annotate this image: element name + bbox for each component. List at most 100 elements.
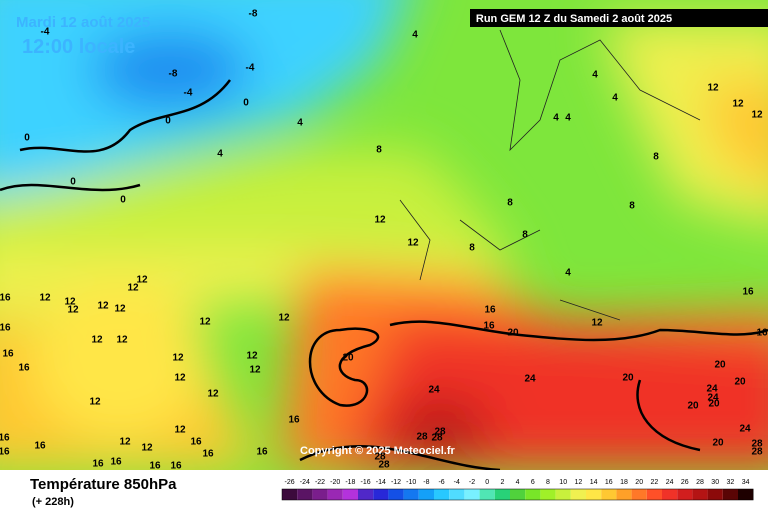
contour-label: -8 — [169, 69, 178, 80]
colorbar-swatch — [555, 489, 571, 500]
colorbar-label: -16 — [361, 479, 371, 486]
colorbar-label: 26 — [681, 479, 689, 486]
contour-label: 12 — [141, 443, 153, 454]
contour-label: 20 — [507, 328, 519, 339]
contour-label: 8 — [653, 152, 659, 163]
colorbar-label: -8 — [423, 479, 429, 486]
colorbar: -26 -24 -22 -20 -18 -16 -14 -12 -10 -8 -6 -4 -2 0 2 4 6 8… — [281, 479, 754, 501]
colorbar-swatch — [738, 489, 754, 500]
contour-label: 16 — [484, 305, 496, 316]
colorbar-swatch — [662, 489, 678, 500]
contour-label: 16 — [110, 457, 122, 468]
contour-label: 16 — [0, 433, 10, 444]
contour-label: 12 — [119, 437, 131, 448]
colorbar-label: 14 — [590, 479, 598, 486]
contour-label: 28 — [378, 460, 390, 471]
contour-label: 0 — [243, 98, 249, 109]
colorbar-swatch — [479, 489, 495, 500]
contour-label: 12 — [732, 99, 744, 110]
contour-label: 20 — [687, 401, 699, 412]
colorbar-swatch — [297, 489, 313, 500]
contour-label: 0 — [120, 195, 126, 206]
colorbar-swatch — [388, 489, 404, 500]
colorbar-label: -12 — [391, 479, 401, 486]
colorbar-label: -10 — [406, 479, 416, 486]
contour-label: 16 — [0, 323, 11, 334]
contour-label: 16 — [483, 321, 495, 332]
colorbar-frame — [281, 488, 754, 501]
colorbar-label: 20 — [635, 479, 643, 486]
contour-label: 12 — [707, 83, 719, 94]
colorbar-label: 32 — [727, 479, 735, 486]
contour-label: 12 — [116, 335, 128, 346]
contour-label: 24 — [707, 393, 719, 404]
date-text: Mardi 12 août 2025 — [16, 14, 150, 31]
contour-label: -8 — [249, 9, 258, 20]
colorbar-swatch — [707, 489, 723, 500]
colorbar-label: -26 — [285, 479, 295, 486]
contour-label: 16 — [190, 437, 202, 448]
contour-label: 4 — [612, 93, 618, 104]
colorbar-label: 6 — [531, 479, 535, 486]
colorbar-swatch — [692, 489, 708, 500]
colorbar-label: -4 — [454, 479, 460, 486]
contour-label: 12 — [39, 293, 51, 304]
colorbar-label: 10 — [559, 479, 567, 486]
contour-label: 0 — [70, 177, 76, 188]
colorbar-label: 22 — [651, 479, 659, 486]
colorbar-label: -18 — [345, 479, 355, 486]
contour-label: 4 — [565, 113, 571, 124]
contour-label: 12 — [199, 317, 211, 328]
footer-title: Température 850hPa — [30, 476, 177, 493]
colorbar-label: -6 — [438, 479, 444, 486]
contour-label: 8 — [376, 145, 382, 156]
run-banner — [470, 9, 768, 27]
contour-label: 12 — [246, 351, 258, 362]
contour-label: 24 — [739, 424, 751, 435]
contour-label: 12 — [91, 335, 103, 346]
colorbar-label: 2 — [500, 479, 504, 486]
contour-label: 12 — [207, 389, 219, 400]
contour-label: 16 — [2, 349, 14, 360]
colorbar-label: -24 — [300, 479, 310, 486]
contour-label: -4 — [184, 88, 193, 99]
contour-label: 28 — [374, 452, 386, 463]
colorbar-swatch — [464, 489, 480, 500]
colorbar-swatch — [342, 489, 358, 500]
contour-label: 4 — [217, 149, 223, 160]
contour-label: 16 — [202, 449, 214, 460]
colorbar-swatch — [586, 489, 602, 500]
colorbar-label: 16 — [605, 479, 613, 486]
contour-label: 8 — [629, 201, 635, 212]
contour-label: 4 — [592, 70, 598, 81]
contour-label: 16 — [256, 447, 268, 458]
contour-label: 28 — [416, 432, 428, 443]
colorbar-swatch — [373, 489, 389, 500]
contour-label: 12 — [89, 397, 101, 408]
contour-label: 16 — [170, 461, 182, 472]
colorbar-label: -20 — [330, 479, 340, 486]
colorbar-swatch — [358, 489, 374, 500]
colorbar-swatch — [601, 489, 617, 500]
contour-label: 16 — [92, 459, 104, 470]
contour-label: 0 — [165, 116, 171, 127]
contour-label: 24 — [524, 374, 536, 385]
colorbar-label: 8 — [546, 479, 550, 486]
colorbar-label: 34 — [742, 479, 750, 486]
contour-label: 12 — [174, 373, 186, 384]
contour-label: 12 — [374, 215, 386, 226]
colorbar-swatch — [449, 489, 465, 500]
contour-label: 0 — [24, 133, 30, 144]
contour-label: 12 — [249, 365, 261, 376]
contour-label: 16 — [18, 363, 30, 374]
contour-label: 4 — [297, 118, 303, 129]
colorbar-swatch — [510, 489, 526, 500]
colorbar-swatch — [631, 489, 647, 500]
contour-label: 16 — [756, 328, 768, 339]
contour-label: 28 — [751, 447, 763, 458]
colorbar-label: 28 — [696, 479, 704, 486]
colorbar-swatch — [616, 489, 632, 500]
contour-label: 20 — [708, 399, 720, 410]
colorbar-swatch — [403, 489, 419, 500]
copyright: Copyright © 2025 Meteociel.fr — [300, 445, 456, 457]
